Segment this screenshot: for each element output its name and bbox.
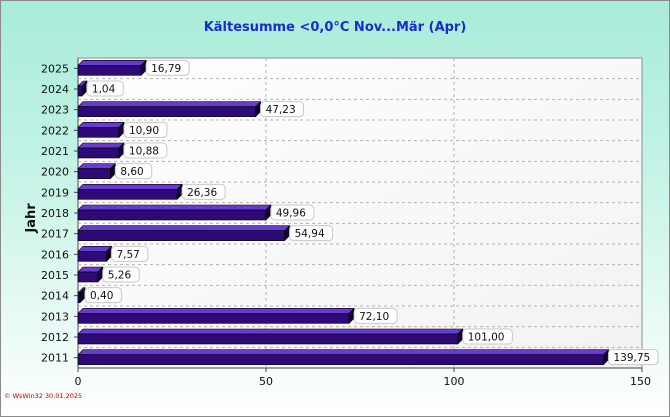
data-label: 139,75 bbox=[613, 352, 650, 364]
bar-top bbox=[77, 204, 272, 211]
y-tick-label: 2024 bbox=[41, 83, 69, 96]
y-tick-label: 2014 bbox=[41, 290, 69, 303]
bar-top bbox=[77, 142, 125, 149]
data-label-box bbox=[260, 101, 305, 118]
data-label: 54,94 bbox=[295, 228, 325, 240]
bar-top bbox=[77, 60, 147, 66]
data-label-box bbox=[181, 183, 226, 200]
data-label-box bbox=[110, 245, 149, 262]
bar bbox=[77, 333, 459, 345]
y-tick-label: 2019 bbox=[41, 186, 69, 199]
data-label-box bbox=[607, 349, 659, 366]
data-label: 7,57 bbox=[116, 249, 139, 261]
x-tick-label: 100 bbox=[444, 375, 465, 388]
y-tick-label: 2015 bbox=[41, 269, 69, 282]
y-tick-label: 2022 bbox=[41, 124, 69, 137]
y-tick-label: 2016 bbox=[41, 248, 69, 261]
data-label: 16,79 bbox=[151, 63, 181, 75]
bar bbox=[77, 168, 111, 179]
bar bbox=[77, 313, 350, 324]
bar-top bbox=[77, 349, 610, 355]
bar bbox=[77, 106, 256, 117]
bar bbox=[77, 147, 120, 159]
bar-top bbox=[77, 308, 355, 314]
x-tick-label: 150 bbox=[630, 375, 651, 388]
y-tick-label: 2020 bbox=[41, 166, 69, 179]
y-tick-label: 2017 bbox=[41, 228, 69, 241]
bar bbox=[77, 271, 99, 283]
x-tick-label: 50 bbox=[259, 375, 273, 388]
footer-credit: © WsWin32 30.01.2025 bbox=[4, 392, 82, 400]
data-label: 72,10 bbox=[359, 311, 389, 323]
data-label-box bbox=[289, 225, 334, 242]
bar bbox=[77, 127, 120, 138]
y-tick-label: 2011 bbox=[41, 352, 69, 365]
bar bbox=[77, 209, 267, 221]
y-tick-label: 2012 bbox=[41, 331, 69, 344]
data-label: 8,60 bbox=[120, 166, 143, 178]
data-label-box bbox=[114, 163, 153, 180]
data-label: 101,00 bbox=[468, 332, 505, 344]
data-label-box bbox=[270, 204, 315, 221]
data-label: 10,90 bbox=[129, 125, 159, 137]
bar bbox=[77, 230, 285, 241]
bar-top bbox=[77, 328, 464, 335]
data-label-box bbox=[123, 142, 168, 159]
bar bbox=[77, 251, 107, 262]
data-label-box bbox=[86, 80, 124, 97]
data-label: 26,36 bbox=[187, 187, 217, 199]
bar-top bbox=[77, 246, 113, 252]
bar-top bbox=[77, 163, 117, 169]
y-axis-label: Jahr bbox=[24, 203, 39, 234]
x-tick-label: 0 bbox=[75, 375, 82, 388]
data-label-box bbox=[353, 307, 398, 324]
bar bbox=[77, 354, 604, 365]
bar-top bbox=[77, 122, 125, 128]
data-label-box bbox=[84, 287, 122, 304]
data-label-box bbox=[102, 266, 140, 283]
bar-top bbox=[77, 101, 262, 107]
bar-top bbox=[77, 225, 291, 231]
data-label-box bbox=[462, 328, 513, 345]
data-label-box bbox=[123, 121, 168, 138]
y-tick-label: 2021 bbox=[41, 145, 69, 158]
data-label-box bbox=[145, 59, 190, 76]
y-tick-label: 2013 bbox=[41, 310, 69, 323]
data-label: 1,04 bbox=[92, 84, 116, 96]
y-tick-label: 2025 bbox=[41, 62, 69, 75]
data-label: 47,23 bbox=[266, 104, 296, 116]
chart-title: Kältesumme <0,0°C Nov...Mär (Apr) bbox=[204, 20, 467, 35]
data-label: 49,96 bbox=[276, 208, 306, 220]
bar bbox=[77, 189, 178, 200]
y-tick-label: 2018 bbox=[41, 207, 69, 220]
bar bbox=[77, 65, 142, 76]
data-label: 0,40 bbox=[90, 290, 113, 302]
plot-area: 0 50 100 150 2025 16,79 2024 1,04 2023 47,23 2022 1… bbox=[41, 57, 659, 388]
data-label: 5,26 bbox=[108, 270, 132, 282]
bar bbox=[77, 85, 83, 97]
y-tick-label: 2023 bbox=[41, 104, 69, 117]
bar-top bbox=[77, 184, 183, 190]
data-label: 10,88 bbox=[129, 146, 159, 158]
